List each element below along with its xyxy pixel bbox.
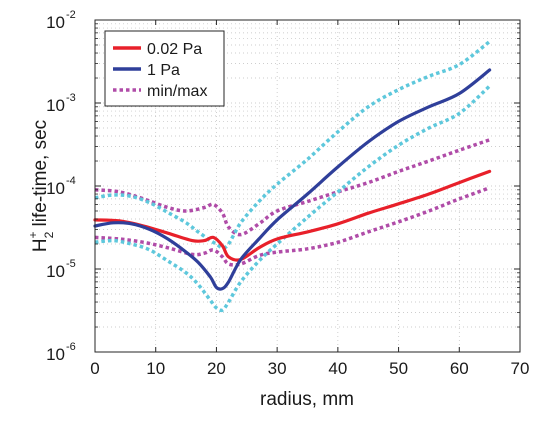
y-tick-exponent: -2 — [66, 9, 76, 21]
legend-label: min/max — [147, 83, 207, 100]
x-tick-label: 50 — [389, 359, 408, 378]
series-line-dotted — [94, 186, 491, 267]
x-axis-title: radius, mm — [260, 389, 354, 410]
legend-label: 1 Pa — [147, 62, 180, 79]
x-tick-label: 0 — [90, 359, 99, 378]
y-tick-exponent: -6 — [66, 341, 76, 353]
legend: 0.02 Pa 1 Pa min/max — [104, 30, 225, 107]
x-tick-label: 30 — [268, 359, 287, 378]
y-tick-label: 10 — [46, 345, 65, 364]
x-tick-label: 10 — [146, 359, 165, 378]
series-line-dotted — [94, 84, 491, 313]
y-axis-title-subscript: 2 — [42, 231, 56, 238]
series-layer — [93, 40, 492, 313]
x-tick-label: 40 — [328, 359, 347, 378]
series-line-dotted — [94, 138, 491, 237]
y-axis-title: H+ 2 life-time, sec — [26, 120, 56, 252]
x-tick-label: 70 — [511, 359, 530, 378]
y-tick-label: 10 — [46, 262, 65, 281]
y-tick-label: 10 — [46, 13, 65, 32]
series-line-1-pa — [93, 68, 492, 291]
y-tick-label: 10 — [46, 96, 65, 115]
y-tick-exponent: -4 — [66, 175, 76, 187]
y-tick-label: 10 — [46, 179, 65, 198]
y-axis-title-rest: life-time, sec — [30, 120, 51, 232]
y-axis-title-superscript: + — [26, 231, 40, 238]
y-tick-exponent: -5 — [66, 258, 76, 270]
legend-label: 0.02 Pa — [147, 41, 202, 58]
y-axis-title-base: H — [30, 238, 51, 252]
series-line-dotted — [94, 40, 491, 250]
x-tick-label: 20 — [207, 359, 226, 378]
x-tick-label: 60 — [450, 359, 469, 378]
y-tick-exponent: -3 — [66, 92, 76, 104]
